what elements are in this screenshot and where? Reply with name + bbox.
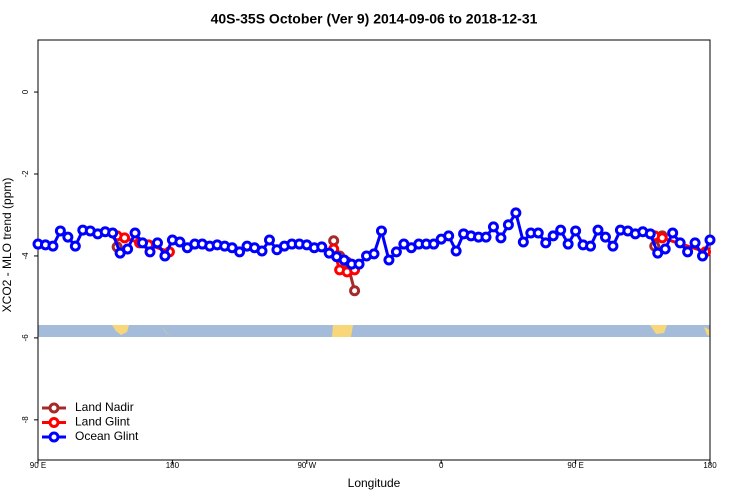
marker (674, 237, 686, 249)
marker (390, 246, 402, 258)
x-tick-label: 90 W (297, 461, 316, 470)
marker (689, 237, 701, 249)
marker (47, 240, 59, 252)
legend-marker (48, 431, 60, 443)
marker (174, 236, 186, 248)
marker (151, 237, 163, 249)
x-tick-label: 180 (703, 461, 717, 470)
legend-marker (48, 402, 60, 414)
map-strip (38, 325, 710, 337)
marker (383, 254, 395, 266)
marker (375, 225, 387, 237)
x-tick-label: 0 (439, 461, 444, 470)
y-tick-label: -6 (21, 334, 30, 342)
marker (263, 234, 275, 246)
marker (659, 243, 671, 255)
marker (119, 232, 131, 244)
marker (62, 231, 74, 243)
marker (682, 246, 694, 258)
marker (368, 248, 380, 260)
x-tick-label: 90 E (567, 461, 583, 470)
marker (555, 224, 567, 236)
marker (234, 246, 246, 258)
legend-label: Land Nadir (75, 400, 134, 414)
marker (316, 241, 328, 253)
marker (570, 225, 582, 237)
marker (349, 285, 361, 297)
marker (443, 230, 455, 242)
chart-title: 40S-35S October (Ver 9) 2014-09-06 to 20… (211, 11, 538, 27)
marker (599, 231, 611, 243)
marker (585, 240, 597, 252)
marker (592, 224, 604, 236)
marker (256, 245, 268, 257)
marker (69, 240, 81, 252)
marker (532, 227, 544, 239)
marker (159, 250, 171, 262)
marker (644, 228, 656, 240)
marker (54, 225, 66, 237)
marker (353, 258, 365, 270)
marker (510, 207, 522, 219)
marker (667, 227, 679, 239)
marker (562, 238, 574, 250)
marker (547, 230, 559, 242)
marker (704, 234, 716, 246)
y-tick-label: -8 (21, 416, 30, 424)
marker (697, 250, 709, 262)
legend-label: Land Glint (75, 415, 130, 429)
marker (107, 227, 119, 239)
marker (495, 232, 507, 244)
marker (137, 237, 149, 249)
y-axis-label: XCO2 - MLO trend (ppm) (0, 178, 14, 313)
x-tick-label: 90 E (30, 461, 46, 470)
marker (122, 243, 134, 255)
y-tick-label: 0 (21, 89, 30, 94)
x-tick-label: 180 (166, 461, 180, 470)
marker (144, 246, 156, 258)
x-axis-label: Longitude (348, 476, 401, 490)
marker (517, 236, 529, 248)
marker (487, 221, 499, 233)
marker (656, 232, 668, 244)
marker (607, 240, 619, 252)
marker (540, 237, 552, 249)
marker (428, 238, 440, 250)
marker (450, 245, 462, 257)
legend-label: Ocean Glint (75, 429, 139, 443)
marker (480, 231, 492, 243)
marker (502, 219, 514, 231)
y-tick-label: -2 (21, 170, 30, 178)
marker (129, 227, 141, 239)
legend-marker (48, 417, 60, 428)
y-tick-label: -4 (21, 252, 30, 260)
